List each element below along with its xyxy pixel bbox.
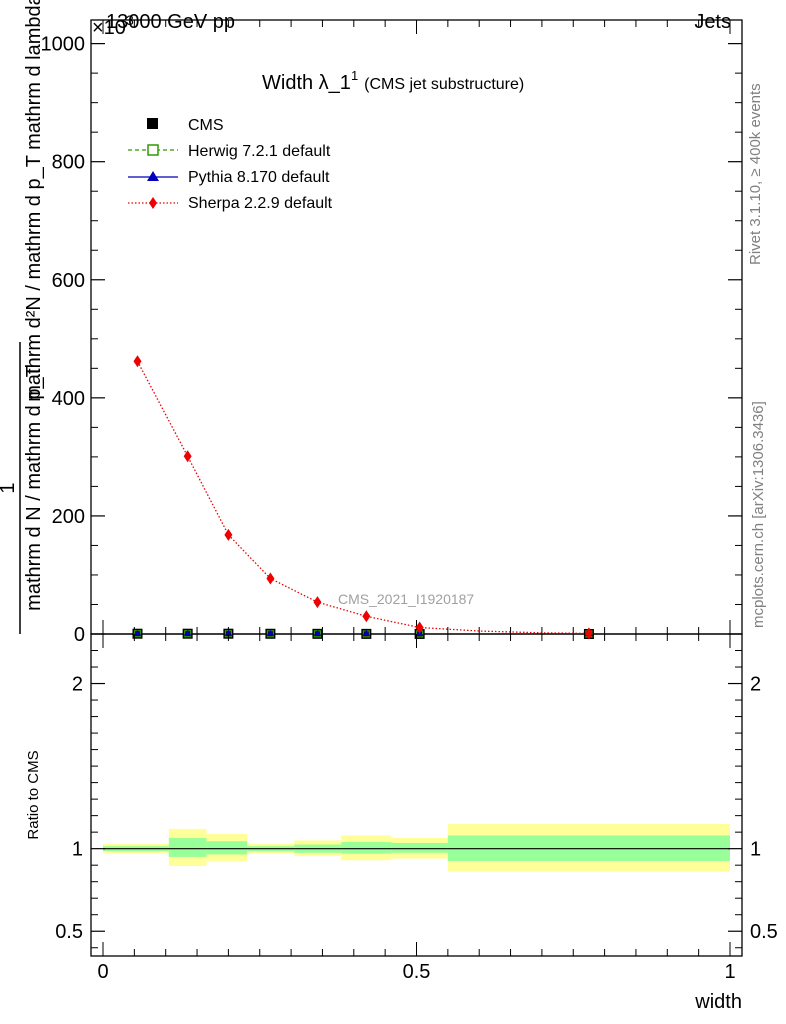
- ratio-stat-band: [206, 841, 248, 855]
- ratio-stat-band: [391, 842, 448, 853]
- energy-label: 13000 GeV pp: [106, 11, 235, 33]
- legend-label-herwig: Herwig 7.2.1 default: [188, 143, 331, 160]
- ratio-y-axis: 0.5 0.5 1 1 2 2: [55, 650, 778, 949]
- legend-label-sherpa: Sherpa 2.2.9 default: [188, 195, 333, 212]
- pythia-point: [224, 629, 233, 636]
- main-y-axis: 0 200 400 600 800 1000: [41, 34, 742, 646]
- ratio-stat-band: [341, 842, 392, 854]
- legend-marker-cms: [147, 118, 158, 129]
- ratio-ytick-label-right: 1: [750, 839, 761, 861]
- ratio-frame: [90, 633, 743, 957]
- ylabel-main: mathrm d²N / mathrm d p_T mathrm d lambd…: [23, 0, 45, 402]
- main-ytick-label: 1000: [41, 34, 86, 56]
- main-ytick-label: 400: [52, 388, 85, 410]
- sherpa-line: [136, 360, 589, 635]
- ylabel-denominator: mathrm d N / mathrm d p_T: [23, 365, 45, 611]
- sherpa-point: [224, 528, 233, 541]
- legend-entry-pythia: Pythia 8.170 default: [128, 169, 330, 186]
- chart-title-suffix: (CMS jet substructure): [364, 76, 524, 93]
- ratio-x-axis: 0 0.5 1: [97, 634, 736, 983]
- main-frame: [90, 19, 743, 635]
- legend-label-cms: CMS: [188, 117, 224, 134]
- process-label: Jets: [694, 11, 731, 33]
- ratio-ytick-label: 0.5: [55, 921, 83, 943]
- legend-marker-herwig: [147, 144, 159, 156]
- pythia-point: [133, 629, 142, 636]
- sherpa-point: [415, 621, 424, 634]
- legend-marker-pythia: [147, 171, 159, 181]
- legend-marker-sherpa: [149, 197, 157, 209]
- main-series: [132, 355, 594, 640]
- main-ytick-label: 800: [52, 152, 85, 174]
- pythia-point: [313, 629, 322, 636]
- exponent-base: ×10: [92, 17, 126, 39]
- pythia-point: [266, 629, 275, 636]
- sherpa-point: [362, 610, 371, 623]
- exponent-label: ×103: [92, 12, 134, 39]
- ratio-xtick-label: 1: [724, 961, 735, 983]
- main-ylabel: 1 mathrm d N / mathrm d p_T mathrm d²N /…: [0, 0, 45, 634]
- x-axis-label: width: [694, 991, 742, 1013]
- chart-title-main: Width λ_1: [262, 72, 351, 94]
- ratio-xtick-label: 0.5: [403, 961, 431, 983]
- ratio-bands: [103, 823, 730, 872]
- ratio-xtick-label: 0: [97, 961, 108, 983]
- main-ytick-label: 600: [52, 270, 85, 292]
- mcplots-label: mcplots.cern.ch [arXiv:1306.3436]: [750, 401, 767, 628]
- legend-entry-herwig: Herwig 7.2.1 default: [128, 143, 331, 160]
- main-x-axis: [102, 20, 731, 634]
- chart-title: Width λ_11 (CMS jet substructure): [262, 68, 524, 94]
- sherpa-point: [183, 450, 192, 463]
- legend: CMS Herwig 7.2.1 default Pythia 8.170 de…: [128, 117, 333, 212]
- chart-title-sup: 1: [351, 68, 358, 83]
- analysis-watermark: CMS_2021_I1920187: [338, 591, 474, 607]
- ratio-ytick-label: 1: [72, 839, 83, 861]
- pythia-point: [362, 629, 371, 636]
- pythia-point: [183, 629, 192, 636]
- ratio-ytick-label-right: 2: [750, 674, 761, 696]
- ratio-stat-band: [168, 837, 207, 857]
- sherpa-point: [313, 596, 322, 609]
- main-ytick-label: 0: [74, 624, 85, 646]
- rivet-label: Rivet 3.1.10, ≥ 400k events: [747, 83, 764, 265]
- sherpa-point: [133, 355, 142, 368]
- ratio-ylabel: Ratio to CMS: [25, 750, 42, 839]
- sherpa-point: [584, 627, 593, 640]
- legend-entry-cms: CMS: [147, 117, 224, 134]
- legend-label-pythia: Pythia 8.170 default: [188, 169, 330, 186]
- main-ytick-label: 200: [52, 506, 85, 528]
- ylabel-numerator: 1: [0, 482, 19, 493]
- sherpa-point: [266, 572, 275, 585]
- ratio-ytick-label: 2: [72, 674, 83, 696]
- ratio-ytick-label-right: 0.5: [750, 921, 778, 943]
- legend-entry-sherpa: Sherpa 2.2.9 default: [128, 195, 333, 212]
